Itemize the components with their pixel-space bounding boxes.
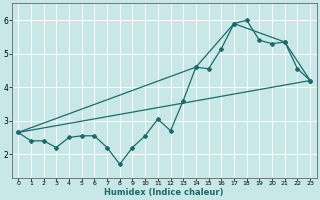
X-axis label: Humidex (Indice chaleur): Humidex (Indice chaleur) <box>104 188 224 197</box>
